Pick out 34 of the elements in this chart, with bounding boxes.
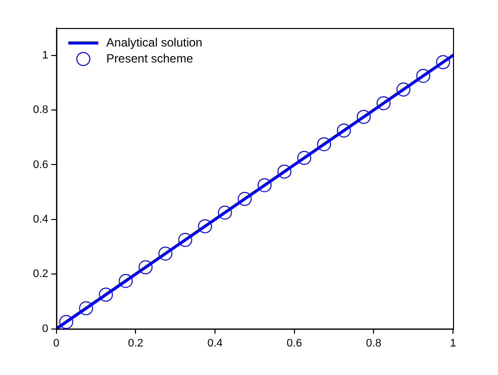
- legend-label: Analytical solution: [106, 35, 202, 50]
- x-tick-label: 0: [53, 337, 60, 350]
- y-tick-label: 0.4: [32, 213, 48, 226]
- point: [317, 137, 332, 152]
- point: [118, 274, 133, 288]
- point: [79, 301, 94, 316]
- point: [218, 206, 232, 220]
- y-tick-label: 0.8: [32, 104, 48, 116]
- y-tick-label: 0: [42, 322, 48, 335]
- point: [356, 110, 371, 124]
- point: [297, 150, 312, 165]
- x-tick-label: 0.4: [207, 337, 223, 350]
- y-tick-label: 0.6: [32, 158, 48, 171]
- y-tick-label: 1: [42, 49, 48, 62]
- x-tick-label: 0.6: [286, 337, 302, 350]
- point: [277, 164, 292, 179]
- point: [59, 314, 74, 329]
- legend-label: Present scheme: [106, 51, 194, 66]
- point: [178, 232, 192, 247]
- y-tick-label: 0.2: [32, 268, 48, 280]
- point: [198, 219, 212, 234]
- point: [98, 288, 113, 302]
- point: [416, 68, 430, 83]
- point: [436, 55, 450, 70]
- point: [238, 192, 252, 206]
- x-tick-label: 1: [450, 337, 456, 350]
- point: [258, 178, 272, 192]
- point: [376, 96, 391, 110]
- point: [158, 246, 172, 261]
- point: [336, 124, 351, 138]
- x-tick-label: 0.8: [366, 337, 382, 350]
- x-tick-label: 0.2: [128, 337, 144, 350]
- point: [396, 82, 410, 97]
- point: [138, 260, 153, 274]
